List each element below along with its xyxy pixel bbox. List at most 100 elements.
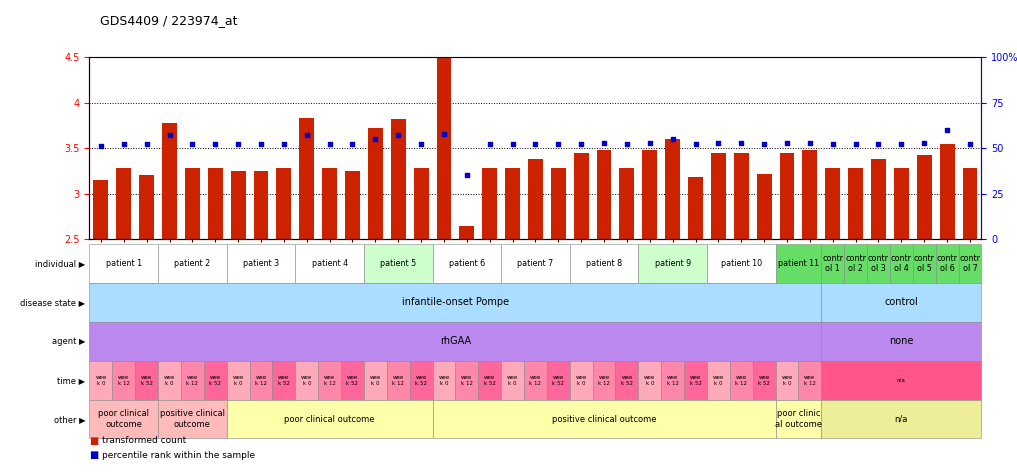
Bar (757, 173, 772, 239)
Text: patient 7: patient 7 (518, 259, 553, 268)
Text: poor clinical outcome: poor clinical outcome (285, 415, 375, 423)
Text: rhGAA: rhGAA (439, 336, 471, 346)
Text: patient 5: patient 5 (380, 259, 416, 268)
Text: wee
k 0: wee k 0 (438, 375, 450, 385)
Text: wee
k 12: wee k 12 (186, 375, 198, 385)
Text: wee
k 0: wee k 0 (644, 375, 655, 385)
Text: wee
k 52: wee k 52 (484, 375, 495, 385)
Text: patient 4: patient 4 (311, 259, 348, 268)
Point (116, 141, 132, 148)
Text: wee
k 12: wee k 12 (667, 375, 678, 385)
Bar (277, 168, 291, 239)
Text: wee
k 12: wee k 12 (735, 375, 747, 385)
Point (230, 141, 246, 148)
Point (550, 141, 566, 148)
Bar (505, 168, 520, 239)
Bar (940, 144, 955, 239)
Bar (780, 153, 794, 239)
Text: GDS4409 / 223974_at: GDS4409 / 223974_at (100, 14, 237, 27)
Text: wee
k 12: wee k 12 (461, 375, 473, 385)
Text: wee
k 0: wee k 0 (781, 375, 792, 385)
Text: wee
k 0: wee k 0 (233, 375, 244, 385)
Point (893, 141, 909, 148)
Bar (802, 150, 818, 239)
Text: wee
k 0: wee k 0 (713, 375, 724, 385)
Bar (231, 171, 245, 239)
Point (801, 139, 818, 146)
Text: patient 8: patient 8 (586, 259, 622, 268)
Text: wee
k 12: wee k 12 (118, 375, 130, 385)
Point (138, 141, 155, 148)
Point (391, 132, 407, 139)
Text: wee
k 52: wee k 52 (278, 375, 290, 385)
Text: patient 1: patient 1 (106, 259, 141, 268)
Text: wee
k 0: wee k 0 (301, 375, 312, 385)
Bar (871, 159, 886, 239)
Point (345, 141, 361, 148)
Bar (689, 177, 703, 239)
Point (939, 126, 955, 134)
Point (847, 141, 863, 148)
Text: wee
k 12: wee k 12 (323, 375, 336, 385)
Text: none: none (889, 336, 913, 346)
Point (756, 141, 772, 148)
Bar (962, 168, 977, 239)
Text: control: control (885, 297, 918, 308)
Text: percentile rank within the sample: percentile rank within the sample (102, 451, 255, 459)
Text: patient 2: patient 2 (174, 259, 211, 268)
Bar (574, 153, 589, 239)
Point (825, 141, 841, 148)
Bar (482, 168, 497, 239)
Bar (345, 171, 360, 239)
Text: wee
k 12: wee k 12 (393, 375, 404, 385)
Text: wee
k 52: wee k 52 (552, 375, 564, 385)
Bar (665, 139, 680, 239)
Text: transformed count: transformed count (102, 437, 186, 445)
Point (596, 139, 612, 146)
Text: contr
ol 1: contr ol 1 (823, 254, 843, 273)
Text: individual ▶: individual ▶ (36, 259, 85, 268)
Text: time ▶: time ▶ (57, 376, 85, 384)
Point (618, 141, 635, 148)
Bar (94, 180, 109, 239)
Text: patient 11: patient 11 (778, 259, 819, 268)
Bar (711, 153, 726, 239)
Bar (734, 153, 749, 239)
Text: ■: ■ (89, 450, 99, 460)
Bar (894, 168, 909, 239)
Text: wee
k 0: wee k 0 (164, 375, 175, 385)
Point (459, 172, 475, 179)
Text: wee
k 0: wee k 0 (96, 375, 107, 385)
Bar (391, 119, 406, 239)
Point (871, 141, 887, 148)
Point (321, 141, 338, 148)
Bar (253, 171, 268, 239)
Bar (597, 150, 611, 239)
Bar (116, 168, 131, 239)
Point (162, 132, 178, 139)
Bar (460, 226, 474, 239)
Text: contr
ol 5: contr ol 5 (913, 254, 935, 273)
Text: positive clinical
outcome: positive clinical outcome (160, 410, 225, 428)
Bar (139, 175, 155, 239)
Text: contr
ol 3: contr ol 3 (868, 254, 889, 273)
Text: patient 10: patient 10 (721, 259, 762, 268)
Bar (619, 168, 635, 239)
Point (962, 141, 978, 148)
Point (413, 141, 429, 148)
Text: wee
k 12: wee k 12 (255, 375, 267, 385)
Text: wee
k 0: wee k 0 (576, 375, 587, 385)
Text: wee
k 12: wee k 12 (598, 375, 610, 385)
Text: disease state ▶: disease state ▶ (20, 298, 85, 307)
Text: wee
k 52: wee k 52 (140, 375, 153, 385)
Text: contr
ol 4: contr ol 4 (891, 254, 912, 273)
Bar (368, 128, 382, 239)
Text: patient 9: patient 9 (655, 259, 691, 268)
Point (504, 141, 521, 148)
Bar (185, 168, 200, 239)
Bar (414, 168, 428, 239)
Bar (551, 168, 565, 239)
Point (573, 141, 589, 148)
Point (687, 141, 704, 148)
Point (93, 143, 109, 150)
